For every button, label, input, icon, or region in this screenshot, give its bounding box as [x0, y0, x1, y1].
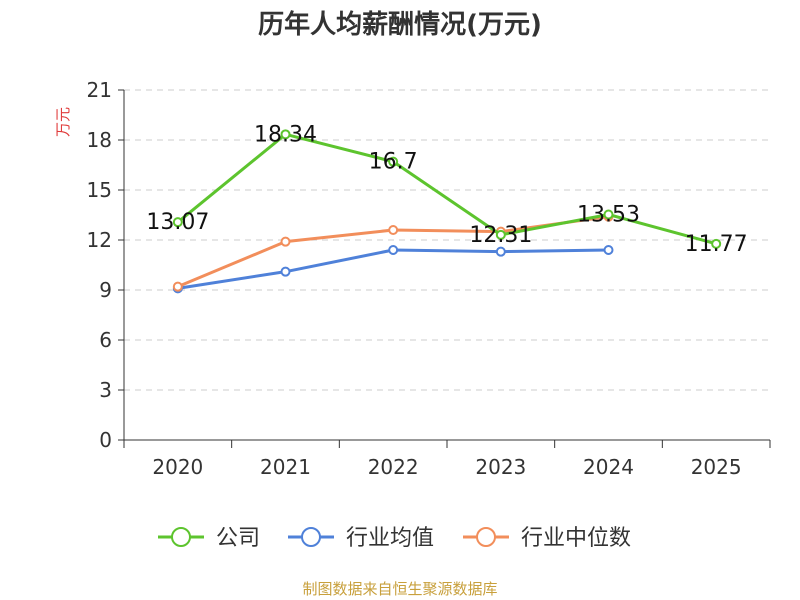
legend-label: 行业中位数	[521, 526, 631, 551]
data-point	[280, 129, 291, 140]
data-point	[603, 209, 614, 220]
series-lines	[172, 129, 722, 294]
data-label: 13.53	[577, 203, 640, 228]
axes: 0 3 6 9 12 15 18 21 2020 2021 2022 2023 2024 2025 万元	[54, 78, 771, 479]
y-tick-label: 9	[99, 278, 112, 302]
data-point	[711, 238, 722, 249]
data-label: 13.07	[146, 210, 209, 235]
legend-marker	[171, 527, 191, 547]
source-note: 制图数据来自恒生聚源数据库	[302, 580, 498, 598]
legend-label: 公司	[216, 526, 260, 551]
y-tick-label: 6	[99, 328, 112, 352]
y-tick-label: 15	[87, 178, 112, 202]
data-point	[388, 225, 399, 235]
data-point	[495, 246, 506, 257]
x-tick-label: 2025	[691, 455, 742, 479]
x-tick-label: 2022	[368, 455, 419, 479]
data-point	[495, 229, 506, 240]
data-point	[603, 245, 614, 255]
data-point	[388, 245, 399, 255]
series-line	[177, 248, 609, 290]
legend-item: 行业中位数	[463, 526, 631, 551]
y-tick-label: 21	[87, 78, 112, 102]
legend-marker	[476, 527, 496, 547]
legend-item: 行业均值	[288, 526, 434, 551]
y-tick-label: 12	[87, 228, 112, 252]
data-label: 16.7	[369, 150, 418, 175]
data-point	[172, 281, 183, 292]
data-point	[388, 156, 399, 167]
x-tick-label: 2020	[152, 455, 203, 479]
data-point	[172, 217, 183, 228]
data-point	[280, 236, 291, 247]
series-line	[176, 132, 717, 246]
legend-item: 公司	[158, 526, 260, 551]
x-tick-label: 2023	[475, 455, 526, 479]
x-tick-label: 2021	[260, 455, 311, 479]
y-tick-label: 3	[99, 378, 112, 402]
data-label: 18.34	[254, 122, 317, 147]
legend: 公司 行业均值 行业中位数	[158, 526, 631, 551]
legend-label: 行业均值	[346, 526, 434, 551]
data-labels: 13.07 18.34 16.7 12.31 13.53 11.77	[146, 122, 747, 256]
x-tick-label: 2024	[583, 455, 634, 479]
y-axis-title: 万元	[54, 107, 72, 137]
data-label: 11.77	[685, 232, 748, 257]
y-tick-label: 18	[87, 128, 112, 152]
chart-title: 历年人均薪酬情况(万元)	[258, 10, 542, 40]
legend-marker	[301, 527, 321, 547]
data-point	[280, 266, 291, 277]
data-label: 12.31	[469, 223, 532, 248]
grid-lines	[124, 89, 770, 391]
y-tick-label: 0	[99, 428, 112, 452]
